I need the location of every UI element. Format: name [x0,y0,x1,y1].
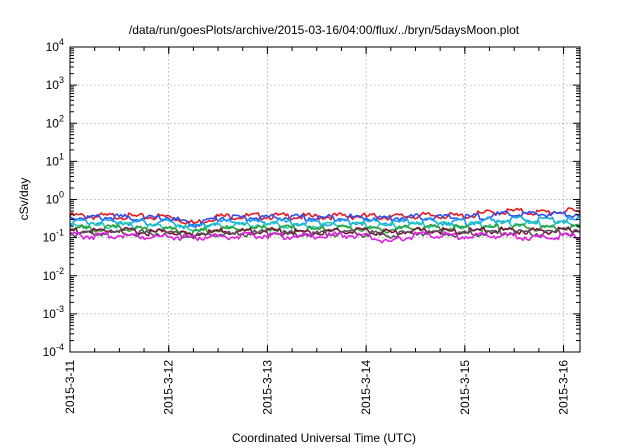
y-tick-label: 104 [46,37,64,54]
y-axis-label: cSv/day [17,178,31,221]
x-axis-tick-labels: 2015-3-11 2015-3-12 2015-3-13 2015-3-14 2015… [63,360,571,415]
chart-title: /data/run/goesPlots/archive/2015-03-16/0… [129,23,520,37]
y-tick-label: 103 [46,75,64,92]
x-axis-label: Coordinated Universal Time (UTC) [232,431,416,445]
y-tick-label: 102 [46,113,64,130]
x-tick-label: 2015-3-16 [557,360,571,415]
y-tick-label: 10-2 [43,266,64,283]
x-tick-label: 2015-3-13 [260,360,274,415]
x-tick-label: 2015-3-12 [162,360,176,415]
series-line-3 [69,215,581,230]
y-tick-label: 10-4 [43,342,64,359]
y-tick-label: 100 [46,190,64,207]
series-line-8 [69,231,581,244]
y-axis-tick-labels: 10-4 10-3 10-2 10-1 100 101 102 103 104 [43,37,64,359]
series-line-2 [69,210,581,228]
x-tick-label: 2015-3-11 [63,360,77,414]
axis-ticks [69,46,580,353]
y-tick-label: 101 [46,151,64,168]
x-tick-label: 2015-3-14 [359,360,373,415]
series-lines [69,207,581,244]
x-tick-label: 2015-3-15 [458,360,472,415]
grid [70,47,580,352]
y-tick-label: 10-3 [43,304,64,321]
y-tick-label: 10-1 [43,228,64,245]
